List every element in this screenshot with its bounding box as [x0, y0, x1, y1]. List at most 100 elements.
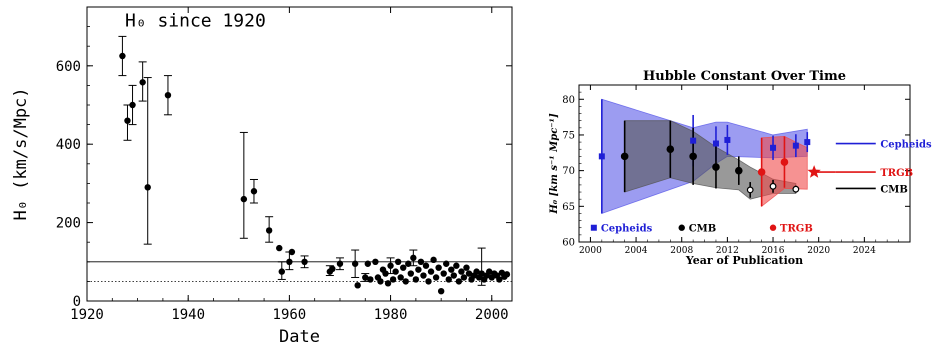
left-data-point: [301, 258, 308, 265]
legend-label-cmb: CMB: [689, 224, 716, 235]
left-plot-frame: [86, 6, 513, 302]
left-data-point: [139, 79, 146, 86]
left-data-point: [164, 92, 172, 99]
data-point-cepheids: [712, 140, 719, 147]
left-data-point: [397, 274, 404, 281]
right-x-tick-label: 2024: [853, 246, 876, 256]
left-data-point: [288, 248, 296, 256]
left-y-tick-label: 200: [56, 216, 81, 232]
right-bottom-legend: Cepheids CMB TRGB: [590, 224, 813, 235]
left-data-point: [417, 258, 425, 265]
right-data-points: [598, 136, 821, 194]
left-error-bar: [239, 131, 248, 239]
left-data-point: [430, 256, 437, 264]
left-data-points: [119, 52, 511, 295]
left-x-tick-label: 1920: [70, 307, 104, 323]
left-data-point: [437, 288, 445, 295]
left-data-point: [329, 265, 336, 273]
right-chart-title: Hubble Constant Over Time: [643, 69, 846, 84]
right-x-tick-label: 2020: [807, 246, 830, 256]
left-data-point: [382, 270, 389, 277]
left-axis-ticks: 1920 1940 1960 1980 2000 0 200 400 600: [56, 6, 512, 323]
legend-label-cepheids: Cepheids: [601, 224, 653, 235]
data-point-cmb: [620, 152, 629, 161]
right-uncertainty-bands: [601, 98, 808, 215]
left-data-point: [503, 271, 511, 278]
left-data-point: [124, 117, 131, 124]
left-data-point: [407, 270, 415, 277]
data-point-cepheids: [804, 139, 811, 146]
data-point-cmb: [792, 185, 800, 193]
left-data-point: [276, 244, 283, 252]
series-label-trgb: TRGB: [880, 168, 913, 179]
right-x-tick-label: 2000: [579, 246, 602, 256]
left-x-tick-label: 1960: [273, 307, 307, 323]
left-data-point: [473, 268, 480, 275]
left-annotation: H₀ since 1920: [125, 11, 266, 32]
left-data-point: [415, 266, 422, 273]
right-series-labels: Cepheids CMB TRGB: [814, 140, 932, 195]
data-point-cmb: [689, 152, 697, 161]
legend-label-trgb: TRGB: [780, 224, 813, 235]
legend-marker-trgb: [769, 224, 777, 231]
left-data-point: [432, 274, 440, 281]
left-data-point: [463, 264, 470, 271]
data-point-cepheids: [598, 153, 605, 160]
left-data-point: [465, 270, 473, 277]
left-x-tick-label: 2000: [475, 307, 509, 323]
left-y-tick-label: 600: [56, 59, 81, 75]
right-y-tick-label: 75: [562, 130, 575, 141]
data-point-trgb: [780, 158, 789, 166]
left-data-point: [422, 262, 430, 269]
left-data-point: [354, 282, 361, 289]
left-data-point: [427, 268, 435, 275]
left-data-point: [440, 270, 447, 277]
right-x-tick-label: 2012: [716, 246, 739, 256]
left-data-point: [443, 260, 450, 267]
left-y-tick-label: 400: [56, 137, 81, 153]
right-y-tick-label: 80: [562, 95, 575, 106]
left-data-point: [372, 258, 379, 265]
series-label-cepheids: Cepheids: [880, 140, 932, 151]
left-data-point: [362, 274, 369, 281]
left-x-tick-label: 1980: [374, 307, 408, 323]
left-data-point: [364, 260, 372, 267]
left-data-point: [351, 260, 359, 267]
left-data-point: [496, 276, 503, 283]
left-error-bar: [143, 77, 152, 245]
left-data-point: [394, 258, 402, 265]
right-chart: 2000 2004 2008 2012 2016 2020 2024 60 65 70 75 80 C…: [549, 69, 932, 267]
left-y-tick-label: 0: [73, 294, 81, 310]
data-point-cmb: [666, 145, 675, 154]
data-point-cepheids: [792, 142, 799, 149]
right-axis-ticks: 2000 2004 2008 2012 2016 2020 2024 60 65 70 75 80: [562, 84, 911, 256]
left-reference-lines: [87, 261, 512, 282]
data-point-cmb: [746, 186, 754, 194]
legend-marker-cepheids: [590, 224, 597, 231]
left-data-point: [425, 278, 432, 285]
left-data-point: [278, 268, 285, 275]
left-data-point: [460, 274, 468, 281]
band-cmb: [624, 120, 797, 200]
left-data-point: [286, 258, 293, 265]
left-data-point: [265, 227, 273, 234]
left-data-point: [410, 254, 417, 262]
left-data-point: [455, 278, 463, 285]
right-x-tick-label: 2004: [625, 246, 648, 256]
left-data-point: [486, 268, 493, 275]
left-data-point: [387, 262, 394, 269]
left-data-point: [384, 280, 392, 287]
left-data-point: [367, 276, 374, 283]
data-point-cmb: [734, 166, 743, 175]
left-data-point: [240, 195, 248, 203]
left-data-point: [458, 268, 465, 275]
left-data-point: [448, 266, 455, 273]
series-label-cmb: CMB: [880, 184, 907, 195]
data-point-cepheids: [770, 144, 777, 151]
left-data-point: [250, 188, 258, 195]
left-data-point: [402, 278, 409, 285]
left-error-bars: [118, 35, 486, 286]
right-y-axis-label: H₀ [km s⁻¹ Mpc⁻¹]: [549, 113, 560, 215]
left-data-point: [336, 260, 344, 267]
